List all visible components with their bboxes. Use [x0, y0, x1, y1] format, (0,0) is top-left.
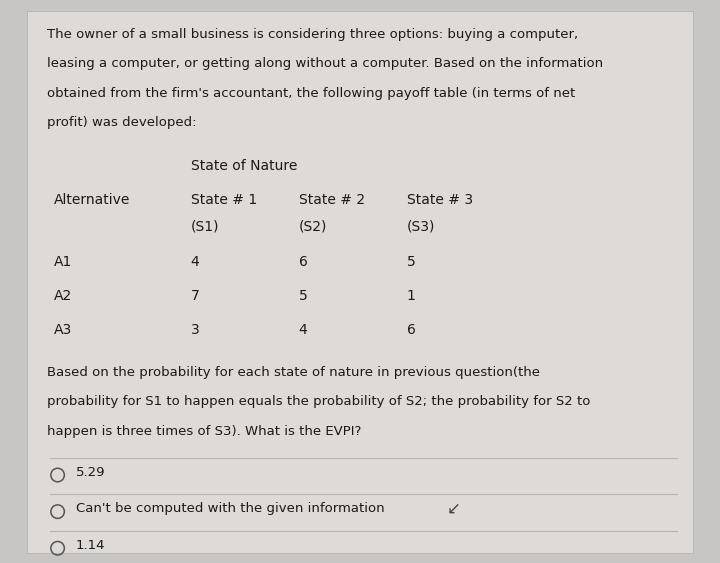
Text: 1.14: 1.14 — [76, 539, 105, 552]
Text: (S1): (S1) — [191, 220, 220, 234]
Text: obtained from the firm's accountant, the following payoff table (in terms of net: obtained from the firm's accountant, the… — [47, 87, 575, 100]
Text: Alternative: Alternative — [54, 194, 130, 207]
Text: Based on the probability for each state of nature in previous question(the: Based on the probability for each state … — [47, 366, 540, 379]
Text: 4: 4 — [299, 324, 307, 337]
Text: 5.29: 5.29 — [76, 466, 105, 479]
Text: 6: 6 — [407, 324, 415, 337]
Text: 5: 5 — [407, 256, 415, 269]
Text: leasing a computer, or getting along without a computer. Based on the informatio: leasing a computer, or getting along wit… — [47, 57, 603, 70]
Text: profit) was developed:: profit) was developed: — [47, 116, 197, 129]
Text: 3: 3 — [191, 324, 199, 337]
Text: 1: 1 — [407, 289, 415, 303]
Text: The owner of a small business is considering three options: buying a computer,: The owner of a small business is conside… — [47, 28, 578, 41]
Text: State # 2: State # 2 — [299, 194, 365, 207]
Text: 6: 6 — [299, 256, 307, 269]
Text: 5: 5 — [299, 289, 307, 303]
Text: A3: A3 — [54, 324, 72, 337]
Text: A2: A2 — [54, 289, 72, 303]
Text: State # 3: State # 3 — [407, 194, 473, 207]
Text: probability for S1 to happen equals the probability of S2; the probability for S: probability for S1 to happen equals the … — [47, 395, 590, 408]
Text: ↙: ↙ — [446, 500, 461, 518]
Text: happen is three times of S3). What is the EVPI?: happen is three times of S3). What is th… — [47, 425, 361, 437]
Text: State # 1: State # 1 — [191, 194, 257, 207]
Text: (S3): (S3) — [407, 220, 435, 234]
Text: 4: 4 — [191, 256, 199, 269]
Text: 7: 7 — [191, 289, 199, 303]
Text: State of Nature: State of Nature — [191, 159, 297, 173]
Text: Can't be computed with the given information: Can't be computed with the given informa… — [76, 503, 384, 516]
Text: A1: A1 — [54, 256, 73, 269]
Text: (S2): (S2) — [299, 220, 327, 234]
FancyBboxPatch shape — [27, 11, 693, 553]
